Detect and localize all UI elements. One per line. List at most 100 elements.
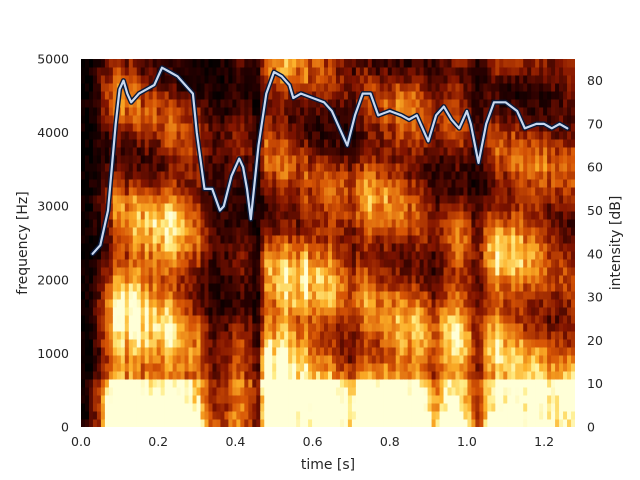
heatmap-cell <box>419 235 425 244</box>
heatmap-cell <box>483 163 488 172</box>
heatmap-cell <box>96 99 102 108</box>
heatmap-cell <box>431 187 437 196</box>
heatmap-cell <box>475 315 480 324</box>
heatmap-cell <box>487 331 492 340</box>
heatmap-cell <box>328 219 333 228</box>
heatmap-cell <box>152 123 158 132</box>
heatmap-cell <box>347 307 353 316</box>
heatmap-cell <box>435 379 441 388</box>
heatmap-cell <box>435 283 441 292</box>
heatmap-cell <box>112 259 118 268</box>
heatmap-cell <box>196 403 202 412</box>
heatmap-cell <box>84 243 90 252</box>
heatmap-cell <box>124 251 130 260</box>
heatmap-cell <box>192 323 198 332</box>
heatmap-cell <box>208 219 213 228</box>
heatmap-cell <box>284 139 289 148</box>
heatmap-cell <box>379 203 385 212</box>
heatmap-cell <box>256 403 261 412</box>
heatmap-cell <box>240 339 245 348</box>
heatmap-cell <box>280 283 285 292</box>
heatmap-cell <box>507 323 512 332</box>
heatmap-cell <box>427 179 433 188</box>
heatmap-cell <box>92 323 98 332</box>
heatmap-cell <box>495 227 500 236</box>
heatmap-cell <box>212 147 217 156</box>
heatmap-cell <box>204 419 209 427</box>
heatmap-cell <box>160 99 166 108</box>
heatmap-cell <box>499 355 504 364</box>
heatmap-cell <box>100 379 106 388</box>
heatmap-cell <box>335 379 341 388</box>
heatmap-cell <box>180 123 186 132</box>
heatmap-cell <box>232 171 237 180</box>
heatmap-cell <box>507 315 512 324</box>
heatmap-cell <box>164 219 170 228</box>
heatmap-cell <box>363 371 369 380</box>
heatmap-cell <box>164 283 170 292</box>
heatmap-cell <box>363 291 369 300</box>
heatmap-cell <box>316 115 321 124</box>
heatmap-cell <box>328 403 333 412</box>
heatmap-cell <box>324 387 329 396</box>
heatmap-cell <box>316 67 321 76</box>
heatmap-cell <box>296 347 301 356</box>
heatmap-cell <box>343 187 349 196</box>
heatmap-cell <box>256 187 261 196</box>
heatmap-cell <box>407 395 413 404</box>
heatmap-cell <box>483 403 488 412</box>
heatmap-cell <box>116 371 122 380</box>
heatmap-cell <box>395 251 401 260</box>
heatmap-cell <box>435 411 441 420</box>
heatmap-cell <box>212 395 217 404</box>
heatmap-cell <box>124 395 130 404</box>
heatmap-cell <box>447 339 452 348</box>
heatmap-cell <box>483 371 488 380</box>
heatmap-cell <box>351 211 357 220</box>
heatmap-cell <box>375 139 381 148</box>
heatmap-cell <box>411 419 417 427</box>
heatmap-cell <box>116 211 122 220</box>
heatmap-cell <box>224 371 229 380</box>
heatmap-cell <box>399 355 405 364</box>
heatmap-cell <box>383 315 389 324</box>
heatmap-cell <box>124 171 130 180</box>
heatmap-cell <box>272 267 277 276</box>
heatmap-cell <box>383 75 389 84</box>
heatmap-cell <box>108 203 114 212</box>
heatmap-cell <box>439 395 445 404</box>
heatmap-cell <box>280 291 285 300</box>
heatmap-cell <box>164 227 170 236</box>
heatmap-cell <box>268 187 273 196</box>
heatmap-cell <box>224 291 229 300</box>
heatmap-cell <box>507 379 512 388</box>
heatmap-cell <box>371 219 377 228</box>
heatmap-cell <box>128 131 134 140</box>
heatmap-cell <box>156 219 162 228</box>
heatmap-cell <box>156 179 162 188</box>
heatmap-cell <box>136 403 142 412</box>
heatmap-cell <box>208 291 213 300</box>
heatmap-cell <box>252 91 257 100</box>
heatmap-cell <box>108 251 114 260</box>
heatmap-cell <box>451 355 456 364</box>
heatmap-cell <box>216 163 221 172</box>
heatmap-cell <box>407 339 413 348</box>
heatmap-cell <box>216 315 221 324</box>
heatmap-cell <box>140 307 146 316</box>
heatmap-cell <box>475 235 480 244</box>
heatmap-cell <box>363 179 369 188</box>
heatmap-cell <box>367 203 373 212</box>
heatmap-cell <box>172 323 178 332</box>
heatmap-cell <box>92 395 98 404</box>
heatmap-cell <box>128 91 134 100</box>
heatmap-cell <box>423 331 429 340</box>
heatmap-cell <box>188 267 194 276</box>
heatmap-cell <box>487 379 492 388</box>
heatmap-cell <box>88 315 94 324</box>
heatmap-cell <box>503 275 508 284</box>
heatmap-cell <box>196 91 202 100</box>
heatmap-cell <box>331 259 337 268</box>
heatmap-cell <box>339 323 345 332</box>
heatmap-cell <box>192 67 198 76</box>
